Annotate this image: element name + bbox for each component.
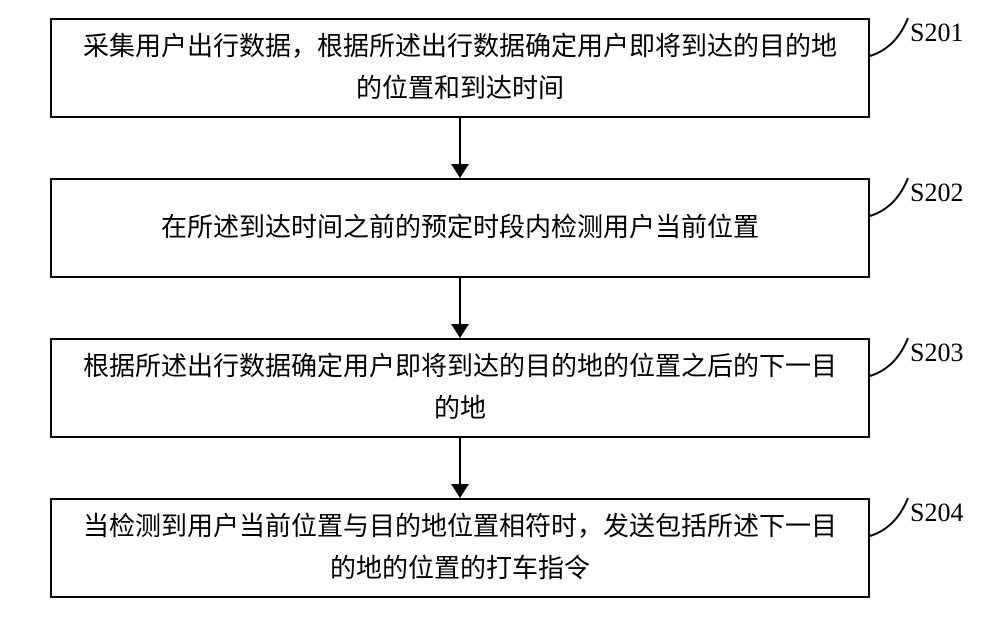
arrow-line-1	[459, 118, 461, 164]
step-text: 采集用户出行数据，根据所述出行数据确定用户即将到达的目的地的位置和到达时间	[72, 26, 848, 109]
step-text: 根据所述出行数据确定用户即将到达的目的地的位置之后的下一目的地	[72, 346, 848, 429]
step-box-s201: 采集用户出行数据，根据所述出行数据确定用户即将到达的目的地的位置和到达时间	[50, 18, 870, 118]
arrow-line-2	[459, 278, 461, 324]
step-box-s204: 当检测到用户当前位置与目的地位置相符时，发送包括所述下一目的地的位置的打车指令	[50, 498, 870, 598]
arrow-head-2	[451, 324, 469, 338]
step-text: 在所述到达时间之前的预定时段内检测用户当前位置	[161, 207, 759, 249]
step-label-s204: S204	[910, 498, 963, 528]
step-box-s203: 根据所述出行数据确定用户即将到达的目的地的位置之后的下一目的地	[50, 338, 870, 438]
step-label-s201: S201	[910, 18, 963, 48]
step-label-s202: S202	[910, 178, 963, 208]
flowchart-container: 采集用户出行数据，根据所述出行数据确定用户即将到达的目的地的位置和到达时间 S2…	[0, 0, 1000, 635]
step-text: 当检测到用户当前位置与目的地位置相符时，发送包括所述下一目的地的位置的打车指令	[72, 506, 848, 589]
arrow-line-3	[459, 438, 461, 484]
step-label-s203: S203	[910, 338, 963, 368]
arrow-head-1	[451, 164, 469, 178]
step-box-s202: 在所述到达时间之前的预定时段内检测用户当前位置	[50, 178, 870, 278]
arrow-head-3	[451, 484, 469, 498]
